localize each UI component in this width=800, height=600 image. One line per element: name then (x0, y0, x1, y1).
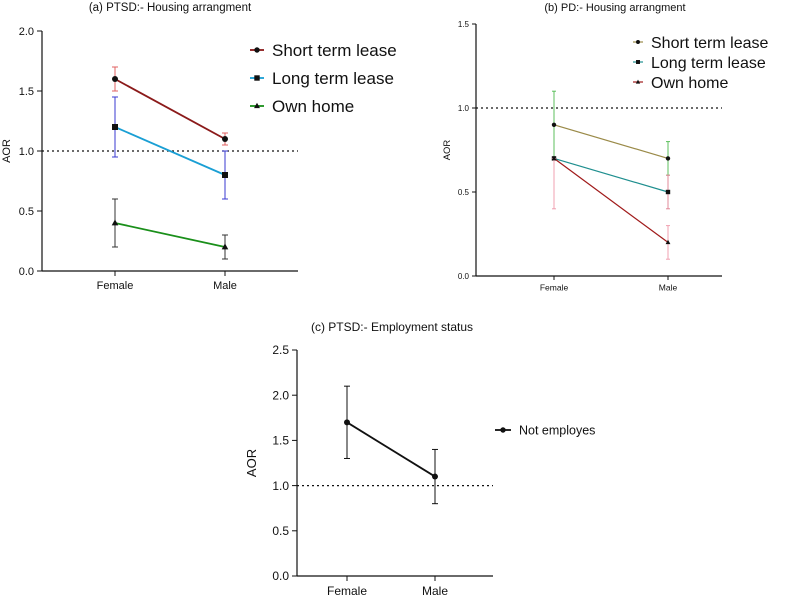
chart-b-legend-label: Long term lease (651, 55, 766, 72)
chart-b-legend-marker (636, 60, 640, 64)
chart-c-xtick-label-female: Female (327, 584, 367, 598)
chart-c-ytick-label: 1.0 (272, 479, 289, 493)
chart-a-line-long-term-lease (114, 126, 226, 176)
chart-c-title: (c) PTSD:- Employment status (311, 320, 473, 334)
chart-a-point-short-term-lease-male (222, 136, 228, 142)
chart-a-title: (a) PTSD:- Housing arrangment (89, 2, 252, 14)
chart-a-ytick-label: 1.5 (19, 86, 34, 98)
chart-c-line-not-employes (346, 421, 436, 478)
chart-a-legend-label: Long term lease (272, 69, 394, 88)
chart-b-ylabel: AOR (442, 140, 453, 161)
chart-a-point-long-term-lease-male (222, 172, 228, 178)
chart-a-legend-item-long-term-lease: Long term lease (250, 69, 394, 88)
chart-c-ytick-label: 1.5 (272, 434, 289, 448)
chart-c-ytick-label: 0.0 (272, 569, 289, 583)
chart-c-point-not-employes-male (432, 473, 438, 480)
chart-c-ylabel: AOR (244, 449, 259, 477)
chart-b-xtick-label-female: Female (540, 283, 569, 293)
chart-a-point-long-term-lease-female (112, 124, 118, 130)
chart-c-point-not-employes-female (344, 419, 350, 426)
chart-a-legend-label: Short term lease (272, 41, 397, 60)
chart-b-title: (b) PD:- Housing arrangment (544, 2, 685, 14)
chart-c-ytick-label: 2.0 (272, 388, 289, 402)
chart-a-ytick-label: 1.0 (19, 146, 34, 158)
chart-b-legend-item-short-term-lease: Short term lease (633, 35, 768, 52)
chart-b-ytick-label: 1.0 (458, 104, 470, 113)
chart-a-legend-label: Own home (272, 97, 354, 116)
chart-a-legend-marker (254, 47, 260, 53)
chart-a-point-short-term-lease-female (112, 76, 118, 82)
chart-b-line-own-home (553, 157, 669, 243)
chart-a-xtick-label-female: Female (97, 280, 134, 292)
chart-panel-c: (c) PTSD:- Employment status AOR 0.0 0.5 1… (244, 320, 595, 598)
chart-b-ytick-label: 1.5 (458, 20, 470, 29)
chart-b-legend-item-long-term-lease: Long term lease (633, 55, 766, 72)
chart-b-point-long-term-lease-male (665, 189, 671, 195)
chart-a-legend-marker (254, 75, 260, 81)
chart-b-ytick-label: 0.5 (458, 188, 470, 197)
chart-c-legend-marker (500, 427, 506, 433)
chart-panel-b: (b) PD:- Housing arrangment AOR 0.0 0.5 1.… (442, 2, 768, 293)
chart-a-ytick-label: 0.5 (19, 206, 34, 218)
chart-a-legend-item-own-home: Own home (250, 97, 354, 116)
chart-a-ytick-label: 0.0 (19, 266, 34, 278)
chart-c-ytick-label: 2.5 (272, 343, 289, 357)
chart-c-series-not-employes (344, 385, 438, 505)
chart-b-legend-marker (635, 79, 641, 84)
chart-c-ytick-label: 0.5 (272, 524, 289, 538)
chart-b-legend-item-own-home: Own home (633, 75, 728, 92)
chart-b-point-short-term-lease-male (665, 156, 671, 161)
chart-a-series-own-home (111, 198, 229, 260)
chart-panel-a: (a) PTSD:- Housing arrangment AOR 0.0 0.5… (1, 2, 397, 292)
chart-a-point-own-home-female (111, 219, 119, 226)
chart-c-xtick-label-male: Male (422, 584, 448, 598)
chart-a-ylabel: AOR (1, 139, 13, 163)
chart-b-point-own-home-male (665, 239, 671, 245)
chart-a-line-short-term-lease (114, 78, 226, 140)
chart-b-ytick-label: 0.0 (458, 272, 470, 281)
chart-a-legend-item-short-term-lease: Short term lease (250, 41, 397, 60)
chart-b-legend-marker (636, 40, 640, 44)
chart-a-legend-marker (254, 102, 260, 109)
chart-c-legend-item-not-employes: Not employes (495, 424, 595, 438)
chart-a-ytick-label: 2.0 (19, 26, 34, 38)
chart-b-legend-label: Own home (651, 75, 728, 92)
chart-a-line-own-home (114, 222, 226, 248)
chart-a-series-long-term-lease (112, 96, 228, 200)
chart-b-point-short-term-lease-female (551, 122, 557, 128)
chart-b-series-own-home (551, 155, 671, 260)
chart-a-series-short-term-lease (112, 66, 228, 146)
chart-b-xtick-label-male: Male (659, 283, 678, 293)
chart-a-point-own-home-male (221, 243, 229, 250)
chart-b-line-long-term-lease (553, 157, 669, 193)
chart-b-legend-label: Short term lease (651, 35, 768, 52)
chart-b-line-short-term-lease (553, 124, 669, 159)
chart-b-point-own-home-female (551, 155, 557, 161)
chart-a-xtick-label-male: Male (213, 280, 237, 292)
chart-c-legend-label: Not employes (519, 424, 595, 438)
